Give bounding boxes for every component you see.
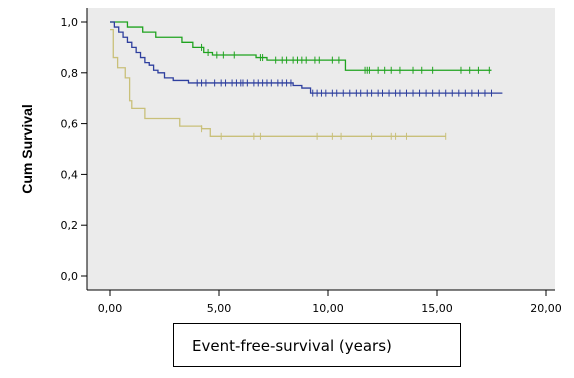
- series-1: [110, 21, 492, 74]
- y-tick-label: 0,0: [61, 270, 79, 283]
- series-3: [110, 28, 447, 140]
- y-tick-label: 1,0: [61, 16, 79, 29]
- series-layer: [110, 21, 503, 140]
- y-tick-label: 0,6: [61, 118, 79, 131]
- x-tick-label: 0,00: [98, 302, 123, 315]
- x-axis-label: Event-free-survival (years): [192, 337, 392, 355]
- x-tick-label: 5,00: [207, 302, 232, 315]
- x-tick-label: 10,00: [312, 302, 344, 315]
- x-tick-label: 20,00: [530, 302, 562, 315]
- y-tick-label: 0,8: [61, 67, 79, 80]
- y-tick-label: 0,2: [61, 219, 79, 232]
- survival-curve: [110, 21, 492, 71]
- axes: 0,0 0,2 0,4 0,6 0,8 1,0 0,00 5,00 10,00 15,00 20,0…: [61, 8, 562, 315]
- y-tick-label: 0,4: [61, 168, 79, 181]
- series-2: [110, 21, 503, 97]
- survival-curve: [110, 21, 503, 94]
- y-axis-label: Cum Survival: [19, 104, 35, 193]
- x-axis-label-box: Event-free-survival (years): [173, 323, 461, 367]
- x-tick-label: 15,00: [421, 302, 453, 315]
- plot-area: [87, 8, 555, 290]
